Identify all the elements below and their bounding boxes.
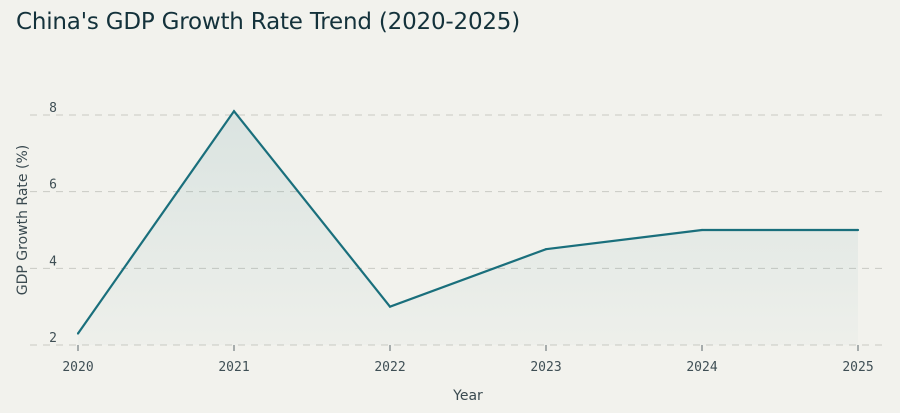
y-axis-title: GDP Growth Rate (%) bbox=[15, 145, 31, 295]
y-axis-ticks: 2 4 6 8 bbox=[49, 101, 57, 346]
x-tick-label: 2025 bbox=[842, 360, 873, 375]
x-tick-label: 2020 bbox=[62, 360, 93, 375]
series-area bbox=[78, 111, 858, 346]
x-axis-ticks: 2020 2021 2022 2023 2024 2025 bbox=[62, 345, 874, 375]
data-point bbox=[388, 305, 392, 308]
y-tick-label: 2 bbox=[49, 331, 57, 346]
chart-title: China's GDP Growth Rate Trend (2020-2025… bbox=[16, 9, 521, 35]
data-point bbox=[700, 228, 704, 232]
x-tick-label: 2022 bbox=[374, 360, 405, 375]
y-tick-label: 8 bbox=[49, 101, 57, 116]
line-layer bbox=[76, 109, 860, 335]
y-tick-label: 6 bbox=[49, 178, 57, 193]
x-tick-label: 2024 bbox=[686, 360, 717, 375]
data-point bbox=[76, 332, 80, 335]
y-tick-label: 4 bbox=[49, 254, 57, 269]
data-point bbox=[856, 228, 860, 232]
data-point bbox=[232, 110, 236, 113]
x-tick-label: 2023 bbox=[530, 360, 561, 375]
data-point bbox=[544, 248, 548, 251]
area-fill-layer bbox=[78, 111, 858, 346]
x-axis-title: Year bbox=[452, 388, 483, 404]
x-tick-label: 2021 bbox=[218, 360, 249, 375]
series-line bbox=[77, 109, 858, 335]
